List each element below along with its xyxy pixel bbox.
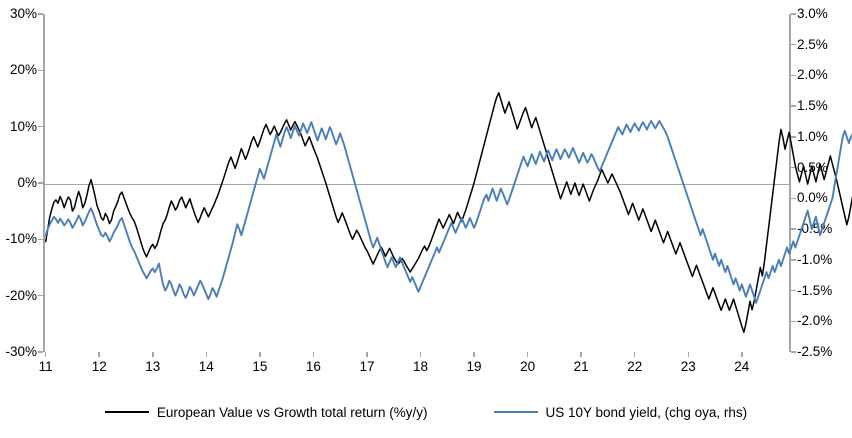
x-tick-mark: [633, 352, 636, 357]
x-tick-label: 19: [466, 359, 482, 374]
plot-series-area: [44, 92, 852, 334]
x-tick-mark: [152, 352, 154, 357]
legend-label: European Value vs Growth total return (%…: [156, 404, 428, 420]
right-tick-label: 0.0%: [797, 190, 828, 206]
zero-baseline: [43, 183, 791, 185]
x-tick-mark: [741, 352, 743, 357]
right-tick-mark: [791, 105, 796, 107]
x-tick-label: 16: [305, 359, 321, 374]
right-tick-mark: [791, 351, 796, 353]
left-tick-label: 30%: [9, 6, 37, 21]
left-tick-label: -10%: [5, 231, 37, 247]
right-tick-mark: [791, 166, 796, 169]
right-tick-mark: [791, 136, 796, 138]
x-tick-mark: [259, 352, 261, 357]
right-tick-mark: [791, 13, 796, 15]
right-tick-label: -1.0%: [797, 251, 833, 267]
right-tick-mark: [791, 43, 796, 46]
chart-legend: European Value vs Growth total return (%…: [0, 400, 852, 424]
x-tick-mark: [312, 352, 315, 357]
right-tick-label: 2.0%: [797, 67, 828, 83]
x-tick-label: 14: [198, 359, 214, 374]
x-tick-label: 18: [413, 359, 429, 374]
left-tick-label: 10%: [9, 118, 37, 134]
x-tick-label: 15: [252, 359, 268, 374]
x-tick-label: 24: [734, 359, 750, 374]
series-line-value-vs-growth: [44, 92, 852, 334]
left-tick-label: 0%: [17, 175, 37, 190]
x-tick-label: 17: [359, 359, 375, 374]
legend-label: US 10Y bond yield, (chg oya, rhs): [545, 404, 748, 420]
x-tick-label: 11: [38, 359, 53, 374]
left-tick-label: -30%: [5, 344, 37, 359]
legend-swatch-blue: [493, 411, 538, 413]
x-tick-mark: [580, 352, 582, 357]
left-tick-mark: [38, 13, 43, 15]
right-tick-mark: [791, 74, 796, 77]
x-tick-label: 13: [145, 359, 161, 374]
left-tick-mark: [38, 125, 43, 128]
left-tick-label: 20%: [9, 62, 37, 78]
right-tick-label: -2.5%: [797, 344, 833, 359]
right-axis-line: [789, 14, 791, 352]
x-tick-label: 22: [627, 359, 643, 374]
right-tick-label: 3.0%: [797, 6, 828, 21]
right-tick-mark: [791, 320, 796, 323]
x-tick-mark: [687, 352, 689, 357]
x-tick-mark: [205, 352, 208, 357]
left-tick-mark: [38, 351, 43, 353]
left-tick-mark: [38, 294, 43, 297]
right-tick-mark: [791, 228, 796, 230]
x-tick-label: 21: [573, 359, 589, 374]
legend-item[interactable]: European Value vs Growth total return (%…: [104, 404, 428, 420]
x-tick-label: 23: [680, 359, 696, 374]
series-line-us10y-yield: [44, 119, 852, 304]
x-tick-mark: [526, 352, 529, 357]
right-tick-label: 1.0%: [797, 128, 828, 144]
x-tick-mark: [44, 352, 47, 357]
x-tick-mark: [98, 352, 100, 357]
left-tick-label: -20%: [5, 287, 37, 303]
x-tick-label: 12: [91, 359, 107, 374]
right-tick-mark: [791, 289, 796, 292]
right-tick-mark: [791, 197, 796, 200]
left-tick-mark: [38, 238, 43, 241]
left-axis-line: [43, 14, 45, 352]
right-tick-label: -1.5%: [797, 282, 833, 298]
x-tick-mark: [473, 352, 475, 357]
right-tick-label: 1.5%: [797, 98, 828, 114]
left-tick-mark: [38, 69, 43, 72]
x-tick-mark: [366, 352, 368, 357]
left-tick-mark: [38, 182, 43, 184]
x-tick-label: 20: [520, 359, 536, 374]
legend-swatch-black: [104, 411, 149, 413]
legend-item[interactable]: US 10Y bond yield, (chg oya, rhs): [493, 404, 748, 420]
x-tick-mark: [419, 352, 422, 357]
right-tick-label: 2.5%: [797, 36, 828, 52]
right-tick-label: -2.0%: [797, 313, 833, 329]
right-tick-mark: [791, 259, 796, 261]
